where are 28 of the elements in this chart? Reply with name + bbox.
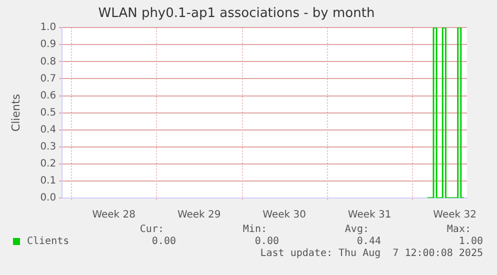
x-tick-label: Week 29 — [177, 210, 221, 221]
text: 1.00 — [458, 236, 483, 247]
y-tick-label: 0.1 — [40, 176, 56, 187]
text: Avg: — [344, 224, 369, 235]
y-axis-title: Clients — [9, 94, 22, 132]
text: Cur: — [140, 224, 164, 235]
text: 0.44 — [356, 236, 381, 247]
y-tick-label: 0.9 — [40, 39, 56, 50]
y-tick-label: 1.0 — [40, 22, 56, 34]
text: Last update: Thu Aug 7 12:00:08 2025 — [260, 248, 483, 259]
y-tick-label: 0.5 — [40, 107, 56, 118]
y-tick-label: 0.2 — [40, 158, 56, 170]
text: 0.00 — [254, 236, 279, 247]
y-tick-label: 0.7 — [40, 73, 56, 84]
legend-label: Clients — [27, 236, 70, 247]
chart-title: WLAN phy0.1-ap1 associations - by month — [98, 6, 375, 22]
y-tick-label: 0.0 — [40, 192, 56, 204]
y-tick-label: 0.4 — [40, 124, 56, 136]
y-tick-label: 0.6 — [40, 90, 56, 102]
x-tick-label: Week 31 — [348, 210, 392, 221]
text: Max: — [446, 224, 471, 235]
y-tick-label: 0.3 — [40, 141, 56, 152]
x-tick-label: Week 28 — [92, 210, 136, 221]
x-tick-label: Week 32 — [433, 210, 476, 221]
text: Min: — [242, 224, 267, 235]
y-tick-label: 0.8 — [40, 56, 56, 68]
x-tick-label: Week 30 — [262, 210, 306, 221]
text: 0.00 — [152, 236, 176, 247]
